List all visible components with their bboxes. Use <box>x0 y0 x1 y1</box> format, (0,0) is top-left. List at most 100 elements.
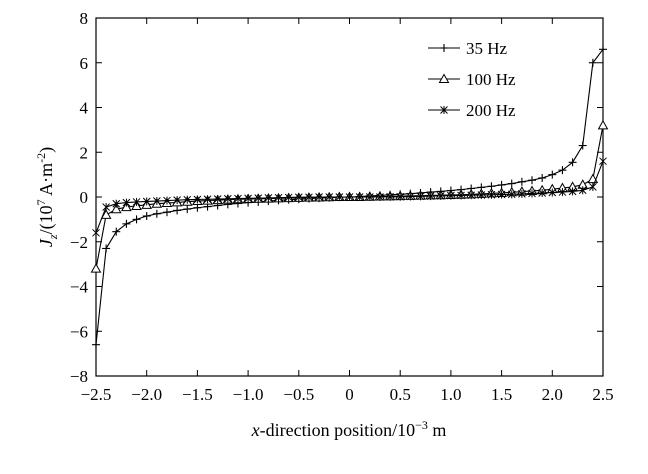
data-point <box>100 209 112 219</box>
data-point <box>102 244 111 253</box>
data-point <box>264 193 273 202</box>
x-axis-title-italic: x <box>251 420 260 440</box>
data-point <box>497 190 506 199</box>
data-point <box>487 190 496 199</box>
data-point <box>183 195 192 204</box>
data-point <box>436 191 445 200</box>
data-point <box>244 194 252 203</box>
legend-marker <box>438 73 450 83</box>
series-asterisk <box>92 157 607 237</box>
x-axis-title-rest1: -direction position/10 <box>260 420 415 440</box>
data-point <box>406 192 415 201</box>
data-point <box>284 193 293 202</box>
data-point <box>538 173 547 182</box>
data-point <box>132 197 141 206</box>
data-point <box>315 193 323 201</box>
data-point <box>193 203 202 212</box>
data-point <box>416 192 425 201</box>
x-tick-label: 2.5 <box>592 385 613 404</box>
data-point <box>376 193 384 201</box>
data-point <box>507 179 516 188</box>
data-point <box>163 196 171 205</box>
legend-marker <box>440 44 448 52</box>
data-point <box>92 228 100 237</box>
data-point <box>558 188 567 197</box>
data-point <box>173 196 181 205</box>
data-point <box>90 263 102 273</box>
y-axis-title-rest2: A·m <box>36 163 56 200</box>
data-point <box>254 194 263 203</box>
data-point <box>112 199 121 208</box>
legend-label: 200 Hz <box>466 101 516 120</box>
data-point <box>528 176 537 185</box>
legend-marker <box>440 106 448 114</box>
data-point <box>325 193 334 201</box>
x-axis-title: x-direction position/10−3 m <box>251 418 447 440</box>
x-axis-title-rest2: m <box>428 420 447 440</box>
data-point <box>92 340 100 349</box>
y-tick-label: 8 <box>80 9 89 28</box>
y-axis-title-sup2: -2 <box>34 153 48 163</box>
data-point <box>193 195 202 204</box>
data-point <box>548 170 557 179</box>
data-point <box>162 208 171 217</box>
y-tick-label: 0 <box>80 188 89 207</box>
data-point <box>274 193 283 202</box>
x-axis-title-sup: −3 <box>415 418 428 432</box>
x-tick-label: 0.5 <box>390 385 411 404</box>
legend-item: 100 Hz <box>428 70 516 89</box>
data-point <box>517 177 526 186</box>
x-tick-label: −1.5 <box>182 385 213 404</box>
data-point <box>548 188 557 197</box>
data-point <box>102 203 110 212</box>
data-point <box>589 182 597 191</box>
data-point <box>305 193 313 202</box>
legend-label: 100 Hz <box>466 70 516 89</box>
data-point <box>578 186 587 195</box>
data-point <box>558 166 567 175</box>
data-point <box>447 191 455 200</box>
x-tick-label: −2.0 <box>131 385 162 404</box>
data-point <box>142 212 151 221</box>
y-tick-label: −4 <box>70 278 89 297</box>
data-point <box>213 195 222 204</box>
data-point <box>365 193 374 201</box>
x-tick-label: 1.5 <box>491 385 512 404</box>
x-tick-label: 2.0 <box>542 385 563 404</box>
y-tick-label: 4 <box>80 99 89 118</box>
data-point <box>335 193 344 201</box>
x-tick-label: 1.0 <box>440 385 461 404</box>
data-point <box>396 192 405 201</box>
data-point <box>203 195 212 204</box>
data-point <box>132 215 141 224</box>
data-point <box>183 205 192 214</box>
legend-item: 200 Hz <box>428 101 516 120</box>
data-point <box>110 203 122 214</box>
data-point <box>122 198 131 207</box>
x-tick-label: −0.5 <box>283 385 314 404</box>
data-point <box>294 193 303 202</box>
data-point <box>112 227 121 236</box>
data-point <box>122 219 131 228</box>
data-point <box>142 197 151 206</box>
data-point <box>568 158 577 167</box>
y-tick-label: 6 <box>80 54 89 73</box>
data-point <box>386 192 394 201</box>
y-axis-title-sub: z <box>46 234 60 240</box>
legend-label: 35 Hz <box>466 39 508 58</box>
data-point <box>355 193 364 201</box>
y-tick-label: −6 <box>70 322 88 341</box>
data-point <box>152 197 161 206</box>
data-point <box>477 190 486 199</box>
data-point <box>173 206 182 215</box>
data-point <box>234 194 242 203</box>
y-axis-title-rest3: ) <box>36 147 57 153</box>
data-point <box>578 141 587 150</box>
y-axis-title: Jz/(107 A·m-2) <box>34 147 60 247</box>
x-tick-label: −2.5 <box>81 385 112 404</box>
axis-ticks: −2.5 −2.0 −1.5 −1.0 −0.5 0 0.5 1.0 1.5 2.0 2.5 −8 −6… <box>70 9 614 404</box>
data-point <box>538 188 547 197</box>
y-tick-label: −2 <box>70 233 88 252</box>
data-point <box>528 189 536 198</box>
